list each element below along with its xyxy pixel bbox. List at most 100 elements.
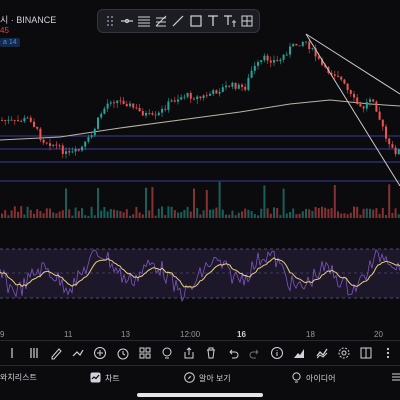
price-change-label: 45 (0, 26, 9, 35)
candle-body (84, 141, 87, 147)
nav-explore[interactable]: 알아 보기 (184, 372, 231, 385)
trash-icon[interactable] (201, 343, 221, 363)
volume-bar (388, 184, 391, 218)
trend-line-upper[interactable] (305, 33, 400, 95)
undo-icon[interactable] (223, 343, 243, 363)
symbol-label[interactable]: 시 · BINANCE (0, 15, 57, 25)
volume-bar (45, 208, 48, 218)
candle-body (173, 100, 176, 102)
volume-bar (90, 206, 93, 218)
candle-body (301, 41, 304, 46)
bottom-drawing-toolbar[interactable] (0, 340, 400, 366)
x-tick-label: 20 (374, 330, 383, 339)
chart-style-icon[interactable] (289, 343, 309, 363)
volume-bar (333, 185, 336, 218)
trend-line-lower[interactable] (305, 33, 400, 187)
horizontal-level-lines[interactable] (0, 135, 400, 182)
candle-body (10, 119, 13, 121)
fib-retracement-icon[interactable] (153, 13, 170, 30)
candle-body (177, 99, 179, 102)
chart-canvas[interactable]: 9 11 13 12:00 16 18 20 (0, 0, 400, 340)
volume-bar (138, 212, 141, 218)
brush-icon[interactable] (24, 343, 44, 363)
candle-body (234, 82, 237, 89)
rectangle-icon[interactable] (187, 13, 204, 30)
candle-body (362, 106, 365, 109)
moving-average-line (0, 99, 400, 141)
text-icon[interactable] (204, 13, 221, 30)
volume-bar (397, 214, 400, 218)
more-icon[interactable] (378, 343, 398, 363)
candle-body (4, 120, 7, 122)
drag-handle-icon[interactable] (101, 13, 118, 30)
volume-bar (385, 215, 387, 218)
redo-icon[interactable] (245, 343, 265, 363)
volume-bar (353, 206, 355, 218)
volume-bar (161, 206, 163, 218)
candle-body (129, 103, 131, 107)
candle-body (231, 82, 234, 87)
volume-bar (231, 210, 234, 218)
volume-bar (317, 208, 320, 218)
info-icon[interactable] (267, 343, 287, 363)
indicator-icon[interactable] (312, 343, 332, 363)
candle-body (353, 93, 355, 98)
alert-clock-icon[interactable] (113, 343, 133, 363)
volume-bar (340, 213, 343, 218)
nav-ideas[interactable]: 아이디어 (291, 372, 335, 385)
volume-bar (196, 207, 199, 218)
candle-body (263, 55, 266, 61)
text-note-icon[interactable] (222, 13, 239, 30)
bottom-navigation[interactable]: 와치리스트 차트 알아 보기 아이디어 (0, 366, 400, 392)
volume-bar (29, 209, 32, 218)
share-icon[interactable] (179, 343, 199, 363)
add-circle-icon[interactable] (90, 343, 110, 363)
candle-body (289, 46, 291, 55)
volume-bar (321, 206, 323, 218)
candle-body (221, 87, 224, 92)
settings-icon[interactable] (334, 343, 354, 363)
candle-body (58, 145, 61, 147)
nav-ideas-label: 아이디어 (306, 374, 336, 383)
volume-bar (183, 209, 186, 218)
parallel-channel-icon[interactable] (136, 13, 153, 30)
candle-body (381, 119, 384, 127)
layout-icon[interactable] (356, 343, 376, 363)
grid-layout-icon[interactable] (239, 13, 256, 30)
x-tick-label: 18 (306, 330, 315, 339)
falling-wedge-lines[interactable] (305, 33, 400, 187)
idea-bulb-icon[interactable] (157, 343, 177, 363)
cursor-icon[interactable] (2, 343, 22, 363)
nav-chart[interactable]: 차트 (90, 372, 120, 385)
candle-body (215, 90, 218, 94)
candle-body (253, 65, 256, 71)
grid-icon[interactable] (135, 343, 155, 363)
volume-bar (113, 209, 115, 218)
volume-bar (212, 209, 215, 218)
volume-bar (103, 207, 106, 218)
candle-body (109, 102, 112, 104)
nav-watchlist[interactable]: 와치리스트 (0, 372, 37, 383)
volume-bar (349, 212, 352, 218)
floating-drawing-toolbar[interactable] (97, 9, 260, 33)
candle-body (103, 108, 106, 114)
volume-bar (221, 209, 224, 218)
candle-body (209, 93, 211, 96)
trend-line-icon[interactable] (170, 13, 187, 30)
volume-bar (346, 214, 349, 218)
volume-bar (301, 211, 304, 218)
indicator-badge[interactable]: a 14 (0, 38, 20, 47)
volume-bar (285, 213, 288, 218)
volume-bar (109, 208, 112, 218)
volume-bar (311, 210, 314, 218)
x-tick-label: 12:00 (180, 330, 201, 339)
volume-bar (394, 208, 397, 218)
horizontal-line-icon[interactable] (118, 13, 135, 30)
candle-body (394, 147, 397, 155)
volume-bar (97, 187, 99, 218)
volume-bar (244, 208, 247, 218)
pencil-icon[interactable] (46, 343, 66, 363)
volume-bar (308, 209, 311, 218)
trend-icon[interactable] (68, 343, 88, 363)
nav-menu[interactable] (392, 372, 400, 384)
